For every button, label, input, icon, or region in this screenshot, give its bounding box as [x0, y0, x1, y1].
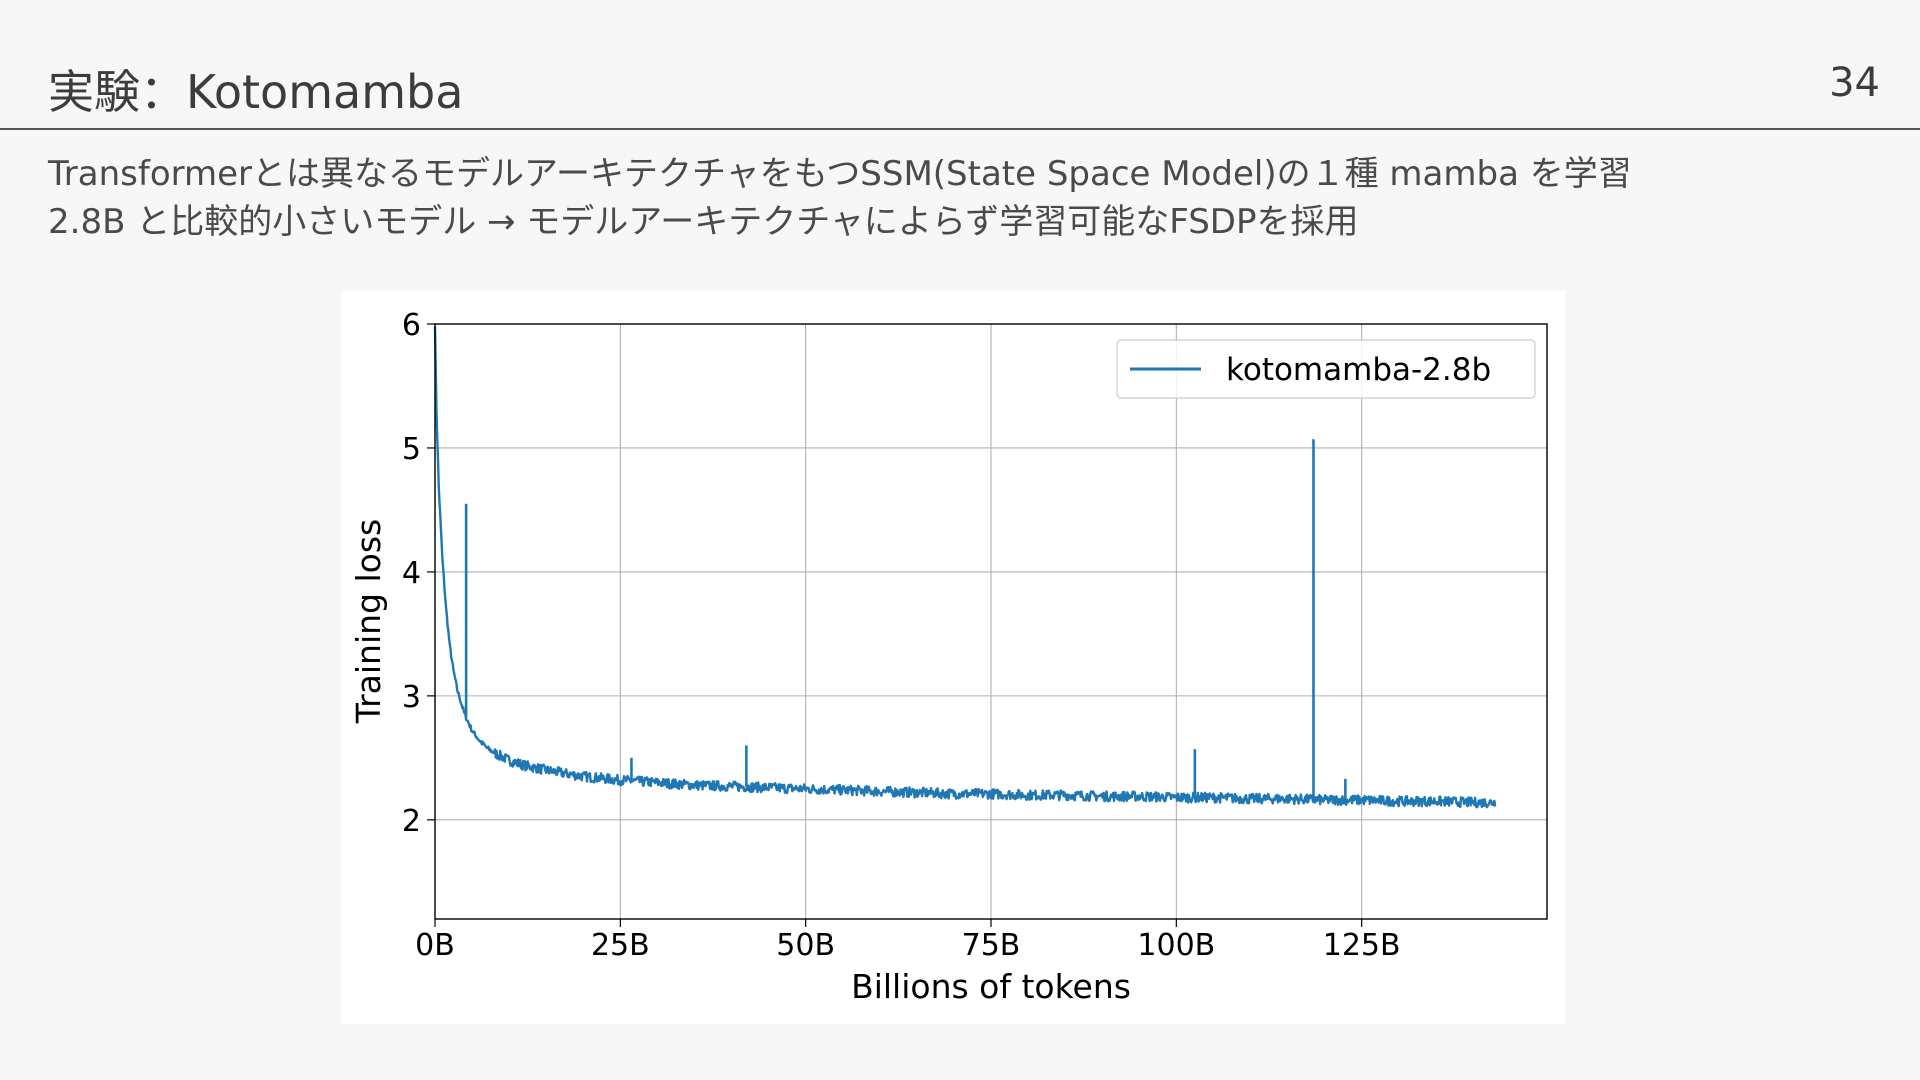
x-tick-label: 100B: [1137, 928, 1215, 963]
training-loss-chart: 0B 25B 50B 75B 100B 125B 2 3 4 5 6 Billions of tok…: [349, 308, 1548, 1006]
legend-label: kotomamba-2.8b: [1226, 352, 1491, 388]
legend-box: [1116, 339, 1536, 399]
tick-layer: 0B 25B 50B 75B 100B 125B 2 3 4 5 6: [402, 308, 1401, 963]
x-tick-label: 75B: [962, 928, 1021, 963]
y-tick-label: 2: [402, 804, 421, 839]
chart-panel: 0B 25B 50B 75B 100B 125B 2 3 4 5 6 Billions of tok…: [341, 291, 1565, 1024]
x-axis-label: Billions of tokens: [851, 967, 1131, 1006]
x-tick-label: 50B: [776, 928, 835, 963]
x-tick-label: 125B: [1323, 928, 1401, 963]
y-tick-label: 5: [402, 432, 421, 467]
x-tick-label: 25B: [591, 928, 650, 963]
y-axis-label: Training loss: [349, 519, 388, 724]
legend: kotomamba-2.8b: [1116, 339, 1536, 399]
loss-series-line: [433, 326, 1497, 809]
title-divider: [0, 128, 1920, 130]
y-tick-label: 6: [402, 308, 421, 343]
bullet-list: Transformerとは異なるモデルアーキテクチャをもつSSM(State S…: [48, 150, 1888, 246]
y-tick-label: 4: [402, 556, 421, 591]
bullet-line-1: Transformerとは異なるモデルアーキテクチャをもつSSM(State S…: [48, 154, 1632, 194]
x-tick-label: 0B: [415, 928, 455, 963]
page-number: 34: [1829, 60, 1880, 106]
slide-title: 実験：Kotomamba: [48, 65, 464, 119]
y-tick-label: 3: [402, 680, 421, 715]
series-layer: [433, 326, 1497, 809]
grid-layer: [434, 323, 1547, 919]
bullet-line-2: 2.8B と比較的小さいモデル → モデルアーキテクチャによらず学習可能なFSD…: [48, 202, 1359, 242]
